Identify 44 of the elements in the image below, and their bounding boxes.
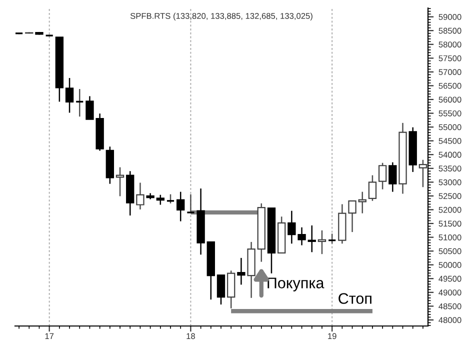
- y-tick-label: 58500: [438, 28, 462, 34]
- candlestick: [216, 274, 226, 306]
- candlestick: [308, 224, 316, 253]
- candlestick: [227, 270, 236, 309]
- x-tick-label: 17: [45, 333, 54, 339]
- candlestick: [156, 194, 164, 206]
- y-tick-label: 57000: [438, 69, 462, 76]
- y-tick-label: 48000: [438, 317, 462, 324]
- y-tick-label: 51000: [438, 234, 462, 240]
- candlestick: [368, 174, 377, 202]
- y-tick-label: 52000: [438, 206, 462, 213]
- candlestick: [318, 230, 326, 255]
- y-tick-label: 56000: [438, 96, 462, 103]
- text: SPFB.RTS (133,820, 133,885, 132,685, 133,025): [130, 12, 312, 21]
- x-tick-label: 18: [186, 333, 195, 340]
- x-tick-label: 19: [328, 333, 336, 340]
- y-tick-label: 55500: [438, 110, 462, 116]
- candlestick: [378, 162, 387, 190]
- y-tick-label: 56500: [438, 82, 462, 89]
- candlestick: [116, 166, 124, 197]
- annotation: Покупка: [268, 278, 324, 292]
- y-tick-label: 53000: [438, 179, 462, 186]
- candlestick: [65, 77, 74, 114]
- y-tick-label: 54000: [438, 152, 462, 158]
- y-tick-label: 59000: [438, 14, 462, 20]
- candlestick: [237, 257, 246, 286]
- y-tick-label: 48500: [438, 303, 462, 310]
- candlestick: [136, 182, 144, 210]
- y-tick-label: 54500: [438, 138, 462, 144]
- y-tick-label: 51500: [438, 220, 462, 227]
- candlestick: [388, 162, 397, 192]
- y-tick-label: 58000: [438, 42, 462, 48]
- y-tick-label: 52500: [438, 193, 462, 200]
- candlestick: [358, 191, 366, 214]
- y-tick-label: 55000: [438, 124, 462, 130]
- candlestick: [186, 194, 196, 214]
- y-tick-label: 50500: [438, 248, 462, 254]
- y-tick-label: 49000: [438, 290, 462, 296]
- annotation: Стоп: [338, 293, 372, 304]
- y-tick-label: 57500: [438, 55, 462, 62]
- y-tick-label: 49500: [438, 276, 462, 282]
- y-tick-label: 53500: [438, 166, 462, 172]
- candlestick: [176, 191, 185, 222]
- y-tick-label: 50000: [438, 262, 462, 268]
